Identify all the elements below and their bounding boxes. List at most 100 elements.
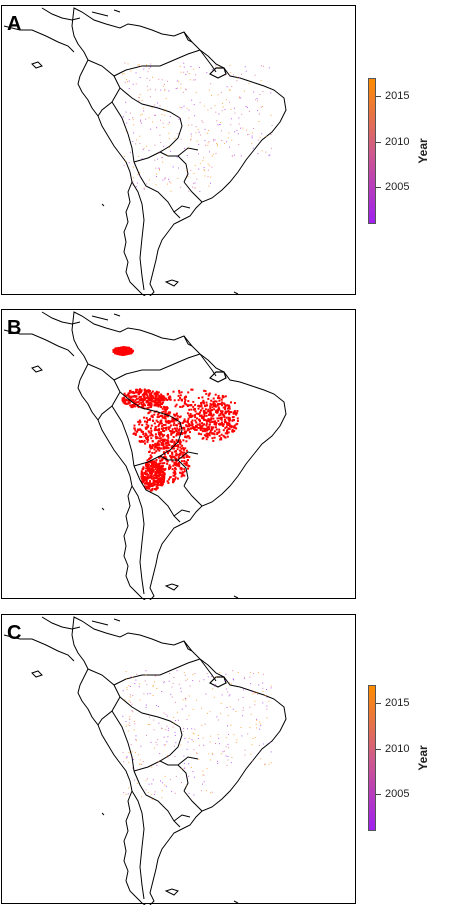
red-layer-pixel xyxy=(140,389,143,392)
detection-pixel xyxy=(156,764,158,766)
red-layer-pixel xyxy=(173,442,176,444)
red-layer-pixel xyxy=(227,410,230,412)
red-layer-pixel xyxy=(217,419,220,422)
detection-pixel xyxy=(132,177,134,179)
red-layer-pixel xyxy=(155,488,157,491)
red-layer-pixel xyxy=(191,388,194,391)
red-layer-pixel xyxy=(177,429,180,432)
detection-pixel xyxy=(151,107,153,109)
detection-pixel xyxy=(129,151,131,153)
red-layer-pixel xyxy=(218,414,221,417)
red-layer-pixel xyxy=(215,421,218,424)
detection-pixel xyxy=(180,71,182,73)
red-layer-pixel xyxy=(125,402,128,405)
detection-pixel xyxy=(211,69,213,71)
detection-pixel xyxy=(208,141,210,143)
detection-pixel xyxy=(139,759,141,761)
red-layer-pixel xyxy=(143,476,146,478)
red-layer-pixel xyxy=(189,415,192,418)
red-layer-pixel xyxy=(161,466,164,468)
red-layer-pixel xyxy=(153,483,156,486)
red-layer-pixel xyxy=(138,396,141,398)
detection-pixel xyxy=(122,116,124,118)
detection-pixel xyxy=(230,124,232,126)
red-layer-pixel xyxy=(206,436,209,439)
red-layer-pixel xyxy=(131,406,134,409)
red-layer-pixel xyxy=(162,470,165,473)
red-layer-pixel xyxy=(143,389,146,392)
detection-pixel xyxy=(198,744,200,746)
detection-pixel xyxy=(196,699,198,701)
red-layer-pixel xyxy=(156,464,159,466)
detection-pixel xyxy=(153,104,155,106)
red-layer-pixel xyxy=(150,437,153,440)
red-layer-pixel xyxy=(116,352,119,355)
detection-pixel xyxy=(139,683,141,685)
red-layer-pixel xyxy=(222,406,225,409)
detection-pixel xyxy=(256,718,258,720)
red-layer-pixel xyxy=(124,400,127,403)
red-layer-pixel xyxy=(174,427,176,430)
red-layer-pixel xyxy=(125,399,128,402)
red-layer-pixel xyxy=(158,470,161,473)
red-layer-pixel xyxy=(187,467,189,470)
red-layer-pixel xyxy=(210,414,213,417)
red-layer-pixel xyxy=(174,454,177,457)
detection-pixel xyxy=(160,780,161,782)
detection-pixel xyxy=(149,692,151,694)
red-layer-pixel xyxy=(152,470,154,473)
detection-pixel xyxy=(254,74,256,76)
detection-pixel xyxy=(138,97,140,99)
red-layer-pixel xyxy=(143,392,146,395)
red-layer-pixel xyxy=(137,390,140,393)
red-layer-pixel xyxy=(172,390,175,393)
red-layer-pixel xyxy=(224,432,227,435)
detection-pixel xyxy=(232,708,234,710)
detection-pixel xyxy=(180,687,182,689)
detection-pixel xyxy=(208,753,210,755)
detection-pixel xyxy=(251,132,253,134)
red-layer-pixel xyxy=(174,472,177,475)
detection-pixel xyxy=(188,695,190,697)
red-layer-pixel xyxy=(160,419,163,422)
red-layer-pixel xyxy=(150,474,153,477)
detection-pixel xyxy=(169,116,171,117)
red-layer-pixel xyxy=(200,426,203,429)
red-layer-pixel xyxy=(171,460,174,463)
detection-pixel xyxy=(125,111,127,113)
red-layer-pixel xyxy=(143,477,146,480)
detection-pixel xyxy=(131,751,133,753)
detection-pixel xyxy=(240,155,242,157)
detection-pixel xyxy=(252,693,254,695)
detection-pixel xyxy=(138,686,140,688)
red-layer-pixel xyxy=(149,401,152,404)
detection-pixel xyxy=(216,143,218,144)
red-layer-pixel xyxy=(188,414,191,417)
red-layer-pixel xyxy=(159,472,162,475)
red-layer-pixel xyxy=(157,425,160,428)
detection-pixel xyxy=(130,70,132,72)
red-layer-pixel xyxy=(142,478,144,480)
red-layer-pixel xyxy=(173,419,176,422)
red-layer-pixel xyxy=(203,423,205,426)
red-layer-pixel xyxy=(169,456,172,458)
detection-pixel xyxy=(232,678,234,680)
red-layer-pixel xyxy=(219,437,222,440)
detection-pixel xyxy=(211,155,213,157)
red-layer-pixel xyxy=(205,438,208,441)
detection-pixel xyxy=(230,762,232,764)
red-layer-pixel xyxy=(151,434,154,437)
map-panel-a: A xyxy=(1,5,356,296)
detection-pixel xyxy=(144,680,146,682)
detection-pixel xyxy=(265,135,267,137)
red-layer-pixel xyxy=(233,410,236,412)
red-layer-pixel xyxy=(150,460,153,463)
detection-pixel xyxy=(217,760,219,762)
detection-pixel xyxy=(228,733,230,735)
detection-pixel xyxy=(207,145,209,146)
red-layer-pixel xyxy=(154,433,157,436)
red-layer-pixel xyxy=(222,414,225,417)
detection-pixel xyxy=(230,108,232,110)
detection-pixel xyxy=(185,698,187,700)
detection-pixel xyxy=(258,121,260,122)
